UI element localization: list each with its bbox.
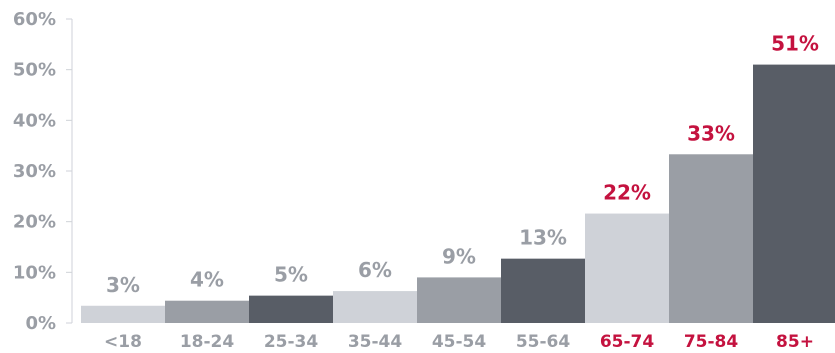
- value-label: 33%: [687, 121, 735, 145]
- category-label: 18-24: [180, 332, 235, 352]
- value-labels: 3% 4% 5% 6% 9% 13% 22% 33% 51%: [106, 32, 819, 297]
- bar-18-24: [165, 300, 249, 323]
- category-label: 85+: [776, 332, 814, 352]
- bar-<18: [81, 305, 165, 323]
- bar-85+: [753, 64, 835, 323]
- bar-55-64: [501, 258, 585, 323]
- category-label: 25-34: [264, 332, 319, 352]
- y-axis-ticks: 0% 10% 20% 30% 40% 50% 60%: [13, 9, 72, 334]
- value-label: 13%: [519, 226, 567, 250]
- value-label: 51%: [771, 32, 819, 56]
- bar-45-54: [417, 277, 501, 323]
- category-label: 55-64: [516, 332, 571, 352]
- category-label: 75-84: [684, 332, 739, 352]
- category-label: 35-44: [348, 332, 403, 352]
- category-labels: <18 18-24 25-34 35-44 45-54 55-64 65-74 75-84 85…: [104, 332, 814, 352]
- bars: [81, 64, 835, 323]
- value-label: 6%: [358, 258, 392, 282]
- category-label: 65-74: [600, 332, 655, 352]
- category-label: 45-54: [432, 332, 487, 352]
- bar-65-74: [585, 213, 669, 323]
- value-label: 22%: [603, 181, 651, 205]
- bar-35-44: [333, 291, 417, 323]
- y-tick-label: 40%: [13, 110, 56, 131]
- category-label: <18: [104, 332, 142, 352]
- value-label: 9%: [442, 244, 476, 268]
- y-tick-label: 10%: [13, 262, 56, 283]
- y-tick-label: 30%: [13, 161, 56, 182]
- bar-25-34: [249, 295, 333, 323]
- value-label: 4%: [190, 268, 224, 292]
- y-tick-label: 0%: [25, 313, 56, 334]
- value-label: 3%: [106, 273, 140, 297]
- bar-75-84: [669, 154, 753, 323]
- y-tick-label: 60%: [13, 9, 56, 30]
- y-tick-label: 20%: [13, 212, 56, 233]
- y-tick-label: 50%: [13, 60, 56, 81]
- value-label: 5%: [274, 263, 308, 287]
